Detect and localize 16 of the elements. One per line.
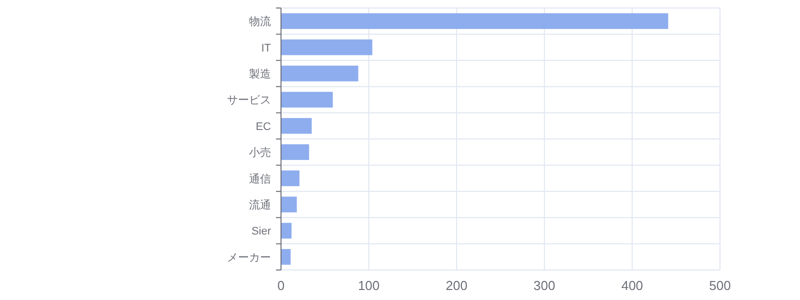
y-tick-label: 通信 [249, 172, 271, 186]
y-tick-label: Sier [251, 226, 272, 238]
y-tick-label: 流通 [249, 198, 271, 212]
x-tick-label: 400 [621, 278, 644, 293]
y-tick-label: 製造 [249, 68, 271, 80]
x-tick-label: 300 [534, 278, 556, 293]
x-tick-label: 200 [446, 278, 468, 293]
x-tick-label: 0 [277, 278, 285, 293]
y-tick-label: IT [261, 42, 272, 54]
y-tick-label: 物流 [249, 15, 271, 28]
y-tick-label: EC [256, 120, 272, 133]
x-tick-label: 100 [358, 278, 380, 293]
y-tick-label: サービス [227, 94, 271, 107]
y-tick-label: 小売 [249, 146, 271, 160]
y-tick-label: メーカー [227, 252, 271, 264]
x-tick-label: 500 [709, 278, 731, 293]
